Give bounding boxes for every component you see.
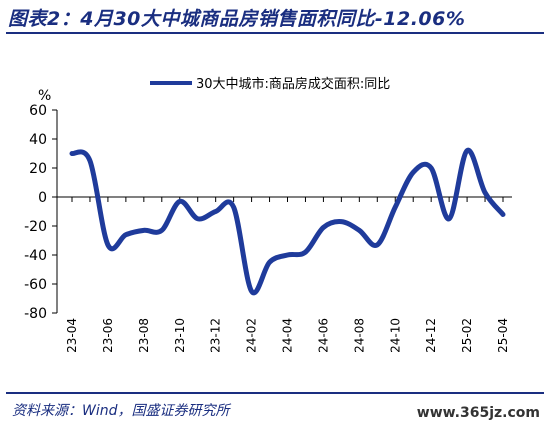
- x-tick-label: 24-08: [352, 318, 366, 353]
- y-tick-label: -20: [24, 219, 47, 235]
- x-tick-label: 24-12: [424, 318, 438, 353]
- x-tick-label: 25-02: [460, 318, 474, 353]
- x-tick-label: 24-10: [388, 318, 402, 353]
- x-tick-label: 24-04: [281, 318, 295, 353]
- y-tick-label: 40: [29, 132, 47, 148]
- x-tick-label: 23-06: [101, 318, 115, 353]
- y-ticks: -80 -60 -40 -20 0 20 40 60: [24, 103, 57, 322]
- y-tick-label: -80: [24, 306, 47, 322]
- watermark: www.365jz.com: [416, 405, 540, 421]
- y-tick-label: 60: [29, 103, 47, 119]
- footer-divider: [6, 392, 544, 394]
- series-line: [69, 148, 506, 296]
- chart-title: 图表2：4月30大中城商品房销售面积同比-12.06%: [8, 8, 466, 30]
- x-tick-label: 23-08: [137, 318, 151, 353]
- y-tick-label: 20: [29, 161, 47, 177]
- x-tick-label: 23-04: [65, 318, 79, 353]
- y-tick-label: -40: [24, 248, 47, 264]
- legend: 30大中城市:商品房成交面积:同比: [150, 76, 390, 92]
- y-axis-unit: %: [38, 88, 51, 104]
- x-tick-label: 23-12: [209, 318, 223, 353]
- source-note: 资料来源：Wind，国盛证券研究所: [12, 403, 230, 419]
- legend-label: 30大中城市:商品房成交面积:同比: [196, 76, 390, 92]
- y-tick-label: 0: [38, 190, 47, 206]
- title-divider: [6, 32, 544, 34]
- x-tick-label: 24-06: [316, 318, 330, 353]
- x-tick-label: 24-02: [245, 318, 259, 353]
- x-tick-label: 23-10: [173, 318, 187, 353]
- x-ticks: 23-04 23-06 23-08 23-10 23-12 24-02 24-04 24-06…: [65, 197, 510, 353]
- axes: [56, 110, 512, 313]
- x-tick-label: 25-04: [496, 318, 510, 353]
- y-tick-label: -60: [24, 277, 47, 293]
